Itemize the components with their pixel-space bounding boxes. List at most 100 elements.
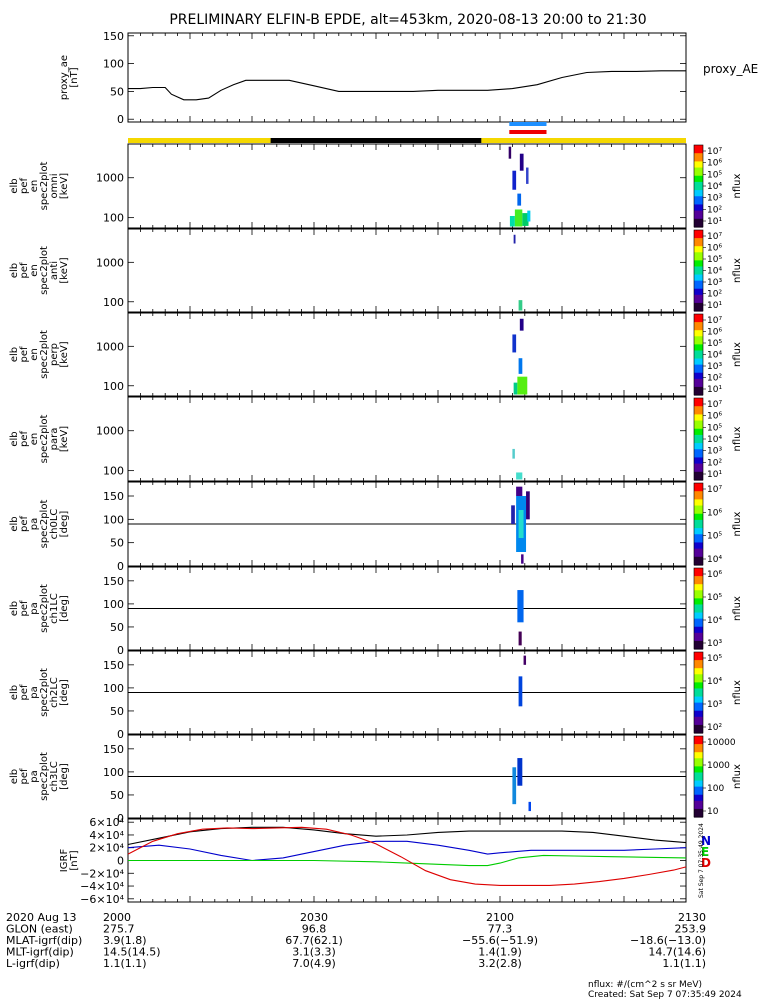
y-tick-label: 100 (103, 465, 124, 478)
colorbar-band (694, 400, 703, 403)
colorbar-band (694, 642, 703, 646)
legend-e: E (701, 845, 709, 859)
panel-frame (127, 228, 687, 313)
colorbar-band (694, 388, 703, 392)
spectrogram-cell (521, 554, 524, 564)
colorbar-band (694, 153, 703, 156)
colorbar-tick-label: 10⁴ (707, 351, 722, 361)
colorbar-band (694, 614, 703, 618)
colorbar-band (694, 181, 703, 185)
colorbar-band (694, 584, 703, 587)
colorbar-band (694, 334, 703, 337)
colorbar-band (694, 404, 703, 407)
y-axis-label-line: pef (19, 431, 30, 448)
footer-side-stamp: Sat Sep 7 07:35:49 2024 (698, 823, 705, 898)
colorbar-band (694, 155, 703, 158)
colorbar-band (694, 366, 703, 370)
colorbar-band (694, 192, 703, 195)
colorbar-band (694, 298, 703, 302)
colorbar-band (694, 812, 703, 816)
colorbar-band (694, 574, 703, 577)
spectrogram-cell (518, 676, 523, 707)
colorbar-band (694, 572, 703, 575)
colorbar-band (694, 167, 703, 171)
colorbar-band (694, 501, 703, 505)
colorbar-band (694, 214, 703, 218)
y-tick-label: 1000 (96, 340, 124, 353)
colorbar-band (694, 250, 703, 253)
colorbar-band (694, 776, 703, 780)
colorbar-band (694, 430, 703, 434)
colorbar-tick-label: 10² (707, 458, 722, 468)
colorbar-band (694, 532, 703, 535)
colorbar-tick-label: 10³ (707, 700, 722, 710)
colorbar-band (694, 453, 703, 456)
colorbar-band (694, 682, 703, 685)
colorbar-band (694, 218, 703, 222)
colorbar-band (694, 772, 703, 776)
colorbar-band (694, 628, 703, 632)
colorbar-band (694, 198, 703, 201)
y-axis-label-line: [deg] (59, 511, 70, 538)
colorbar-band (694, 332, 703, 335)
colorbar-tick-label: 10² (707, 205, 722, 215)
colorbar-band (694, 570, 703, 573)
colorbar-band (694, 264, 703, 268)
colorbar-band (694, 513, 703, 517)
y-tick-label: −2×10⁴ (80, 867, 124, 880)
colorbar-band (694, 540, 703, 544)
colorbar-band (694, 471, 703, 475)
colorbar-tick-label: 10⁵ (707, 170, 722, 180)
footer-nflux-units: nflux: #/(cm^2 s sr MeV) (588, 980, 702, 990)
y-tick-label: 6×10⁴ (89, 816, 124, 829)
colorbar-band (694, 590, 703, 593)
colorbar-band (694, 302, 703, 306)
colorbar-band (694, 690, 703, 694)
y-axis-label-line: pef (19, 768, 30, 785)
colorbar-band (694, 499, 703, 503)
colorbar-band (694, 145, 703, 148)
colorbar-band (694, 524, 703, 527)
colorbar-band (694, 296, 703, 300)
colorbar-band (694, 712, 703, 716)
colorbar-band (694, 718, 703, 722)
colorbar-band (694, 698, 703, 702)
colorbar-tick-label: 10¹ (707, 301, 722, 311)
colorbar-band (694, 294, 703, 298)
spectrogram-cell (513, 382, 518, 395)
colorbar-band (694, 318, 703, 321)
colorbar-band (694, 161, 703, 165)
colorbar-band (694, 744, 703, 747)
colorbar-band (694, 356, 703, 360)
colorbar-band (694, 674, 703, 677)
colorbar-band (694, 660, 703, 663)
y-axis-label-line: [deg] (59, 595, 70, 622)
y-tick-label: 50 (110, 705, 124, 718)
y-tick-label: 0 (117, 644, 124, 657)
spectrogram-cell (514, 209, 523, 227)
colorbar-band (694, 726, 703, 730)
colorbar-tick-label: 10³ (707, 639, 722, 649)
colorbar-band (694, 521, 703, 525)
spectrogram-cell (522, 213, 529, 226)
colorbar-band (694, 428, 703, 432)
colorbar-band (694, 272, 703, 276)
colorbar-band (694, 256, 703, 259)
y-axis-label-line: ch3LC (49, 761, 60, 792)
colorbar-band (694, 447, 703, 450)
colorbar-band (694, 536, 703, 539)
colorbar-band (694, 497, 703, 500)
y-axis-label-line: elb (9, 431, 20, 446)
colorbar-tick-label: 10⁴ (707, 677, 722, 687)
colorbar-band (694, 246, 703, 249)
spectrogram-cell (508, 146, 512, 159)
colorbar-band (694, 292, 703, 296)
colorbar-tick-label: 10 (707, 807, 719, 817)
y-axis-label-line: [nT] (69, 850, 80, 870)
colorbar-tick-label: 10² (707, 723, 722, 733)
y-tick-label: 50 (110, 621, 124, 634)
colorbar-band (694, 760, 703, 763)
y-tick-label: 0 (117, 560, 124, 573)
series-n (127, 840, 687, 862)
